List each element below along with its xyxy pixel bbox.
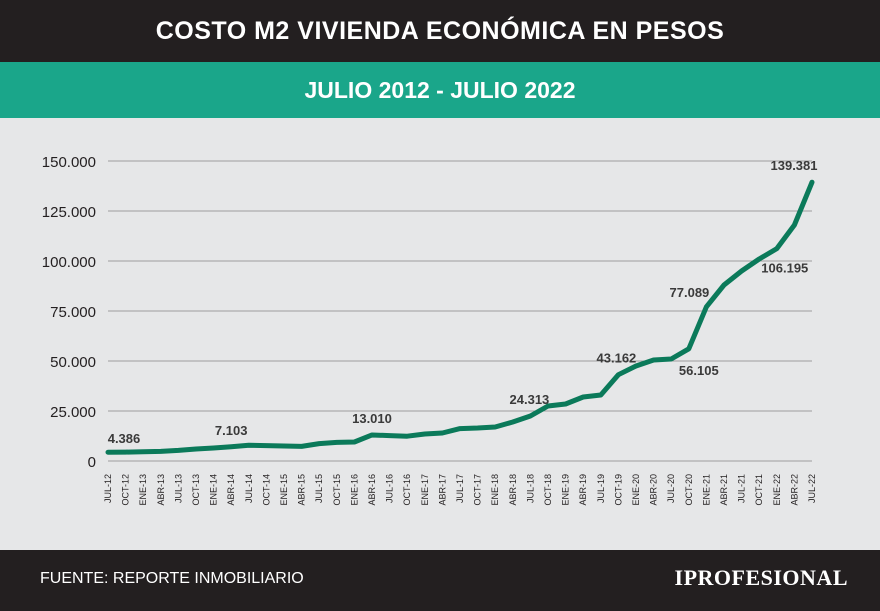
x-tick-label: OCT-19 xyxy=(613,474,623,506)
x-tick-label: ABR-21 xyxy=(719,474,729,506)
x-tick-label: ENE-17 xyxy=(420,474,430,506)
data-label: 139.381 xyxy=(771,158,818,173)
x-tick-label: ABR-18 xyxy=(508,474,518,506)
x-tick-label: JUL-15 xyxy=(314,474,324,503)
x-tick-label: ENE-16 xyxy=(349,474,359,506)
x-tick-label: OCT-14 xyxy=(261,474,271,506)
gridlines xyxy=(108,160,812,462)
x-tick-label: OCT-18 xyxy=(543,474,553,506)
x-tick-label: ENE-15 xyxy=(279,474,289,506)
brand-logo: IPROFESIONAL xyxy=(674,565,848,590)
chart-title: COSTO M2 VIVIENDA ECONÓMICA EN PESOS xyxy=(155,16,725,45)
x-tick-label: JUL-22 xyxy=(807,474,817,503)
data-label: 24.313 xyxy=(510,392,550,407)
x-tick-label: JUL-16 xyxy=(385,474,395,503)
data-label: 13.010 xyxy=(352,411,392,426)
x-tick-label: JUL-13 xyxy=(173,474,183,503)
data-label: 4.386 xyxy=(108,431,141,446)
series-line xyxy=(105,179,815,455)
line-chart: 0 25.000 50.000 75.000 100.000 125.000 150.000… xyxy=(42,154,818,506)
x-tick-label: ABR-16 xyxy=(367,474,377,506)
y-tick-label: 150.000 xyxy=(42,154,96,171)
y-tick-label: 75.000 xyxy=(50,304,96,321)
x-tick-label: JUL-17 xyxy=(455,474,465,503)
subtitle-bar: JULIO 2012 - JULIO 2022 xyxy=(0,62,880,118)
y-tick-labels: 0 25.000 50.000 75.000 100.000 125.000 150.000 xyxy=(42,154,96,471)
chart-subtitle: JULIO 2012 - JULIO 2022 xyxy=(304,76,576,103)
footer: FUENTE: REPORTE INMOBILIARIO IPROFESIONA… xyxy=(0,550,880,611)
x-tick-label: OCT-21 xyxy=(754,474,764,506)
x-tick-label: JUL-12 xyxy=(103,474,113,503)
x-tick-label: ABR-13 xyxy=(156,474,166,506)
series-polyline xyxy=(105,179,815,455)
y-tick-label: 0 xyxy=(88,454,96,471)
x-tick-label: JUL-14 xyxy=(244,474,254,503)
data-label: 56.105 xyxy=(679,363,719,378)
x-tick-label: ABR-14 xyxy=(226,474,236,506)
title-bar: COSTO M2 VIVIENDA ECONÓMICA EN PESOS xyxy=(0,0,880,62)
x-tick-label: ABR-22 xyxy=(789,474,799,506)
x-tick-label: ENE-20 xyxy=(631,474,641,506)
x-tick-label: JUL-19 xyxy=(596,474,606,503)
x-tick-label: ENE-14 xyxy=(209,474,219,506)
chart-area: 0 25.000 50.000 75.000 100.000 125.000 150.000… xyxy=(0,118,880,550)
x-tick-label: OCT-16 xyxy=(402,474,412,506)
source-note: FUENTE: REPORTE INMOBILIARIO xyxy=(40,570,304,587)
y-tick-label: 50.000 xyxy=(50,354,96,371)
x-tick-labels: JUL-12 OCT-12 ENE-13 ABR-13 JUL-13 OCT-13 ENE-… xyxy=(103,474,817,506)
x-tick-label: ENE-13 xyxy=(138,474,148,506)
x-tick-label: ABR-19 xyxy=(578,474,588,506)
x-tick-label: ABR-20 xyxy=(649,474,659,506)
x-tick-label: ENE-19 xyxy=(561,474,571,506)
y-tick-label: 100.000 xyxy=(42,254,96,271)
x-tick-label: JUL-20 xyxy=(666,474,676,503)
x-tick-label: ENE-21 xyxy=(701,474,711,506)
x-tick-label: OCT-20 xyxy=(684,474,694,506)
data-label: 77.089 xyxy=(670,285,710,300)
y-tick-label: 125.000 xyxy=(42,204,96,221)
x-tick-label: OCT-17 xyxy=(473,474,483,506)
data-label: 7.103 xyxy=(215,423,248,438)
data-label: 43.162 xyxy=(597,351,637,366)
x-tick-label: OCT-15 xyxy=(332,474,342,506)
x-tick-label: JUL-18 xyxy=(525,474,535,503)
x-tick-label: ENE-18 xyxy=(490,474,500,506)
x-tick-label: ABR-17 xyxy=(437,474,447,506)
data-labels: 4.386 7.103 13.010 24.313 43.162 56.105 77.089… xyxy=(108,158,818,446)
x-tick-label: OCT-12 xyxy=(121,474,131,506)
data-label: 106.195 xyxy=(761,261,808,276)
x-tick-label: ABR-15 xyxy=(297,474,307,506)
x-tick-label: ENE-22 xyxy=(772,474,782,506)
x-tick-label: OCT-13 xyxy=(191,474,201,506)
x-tick-label: JUL-21 xyxy=(737,474,747,503)
y-tick-label: 25.000 xyxy=(50,404,96,421)
